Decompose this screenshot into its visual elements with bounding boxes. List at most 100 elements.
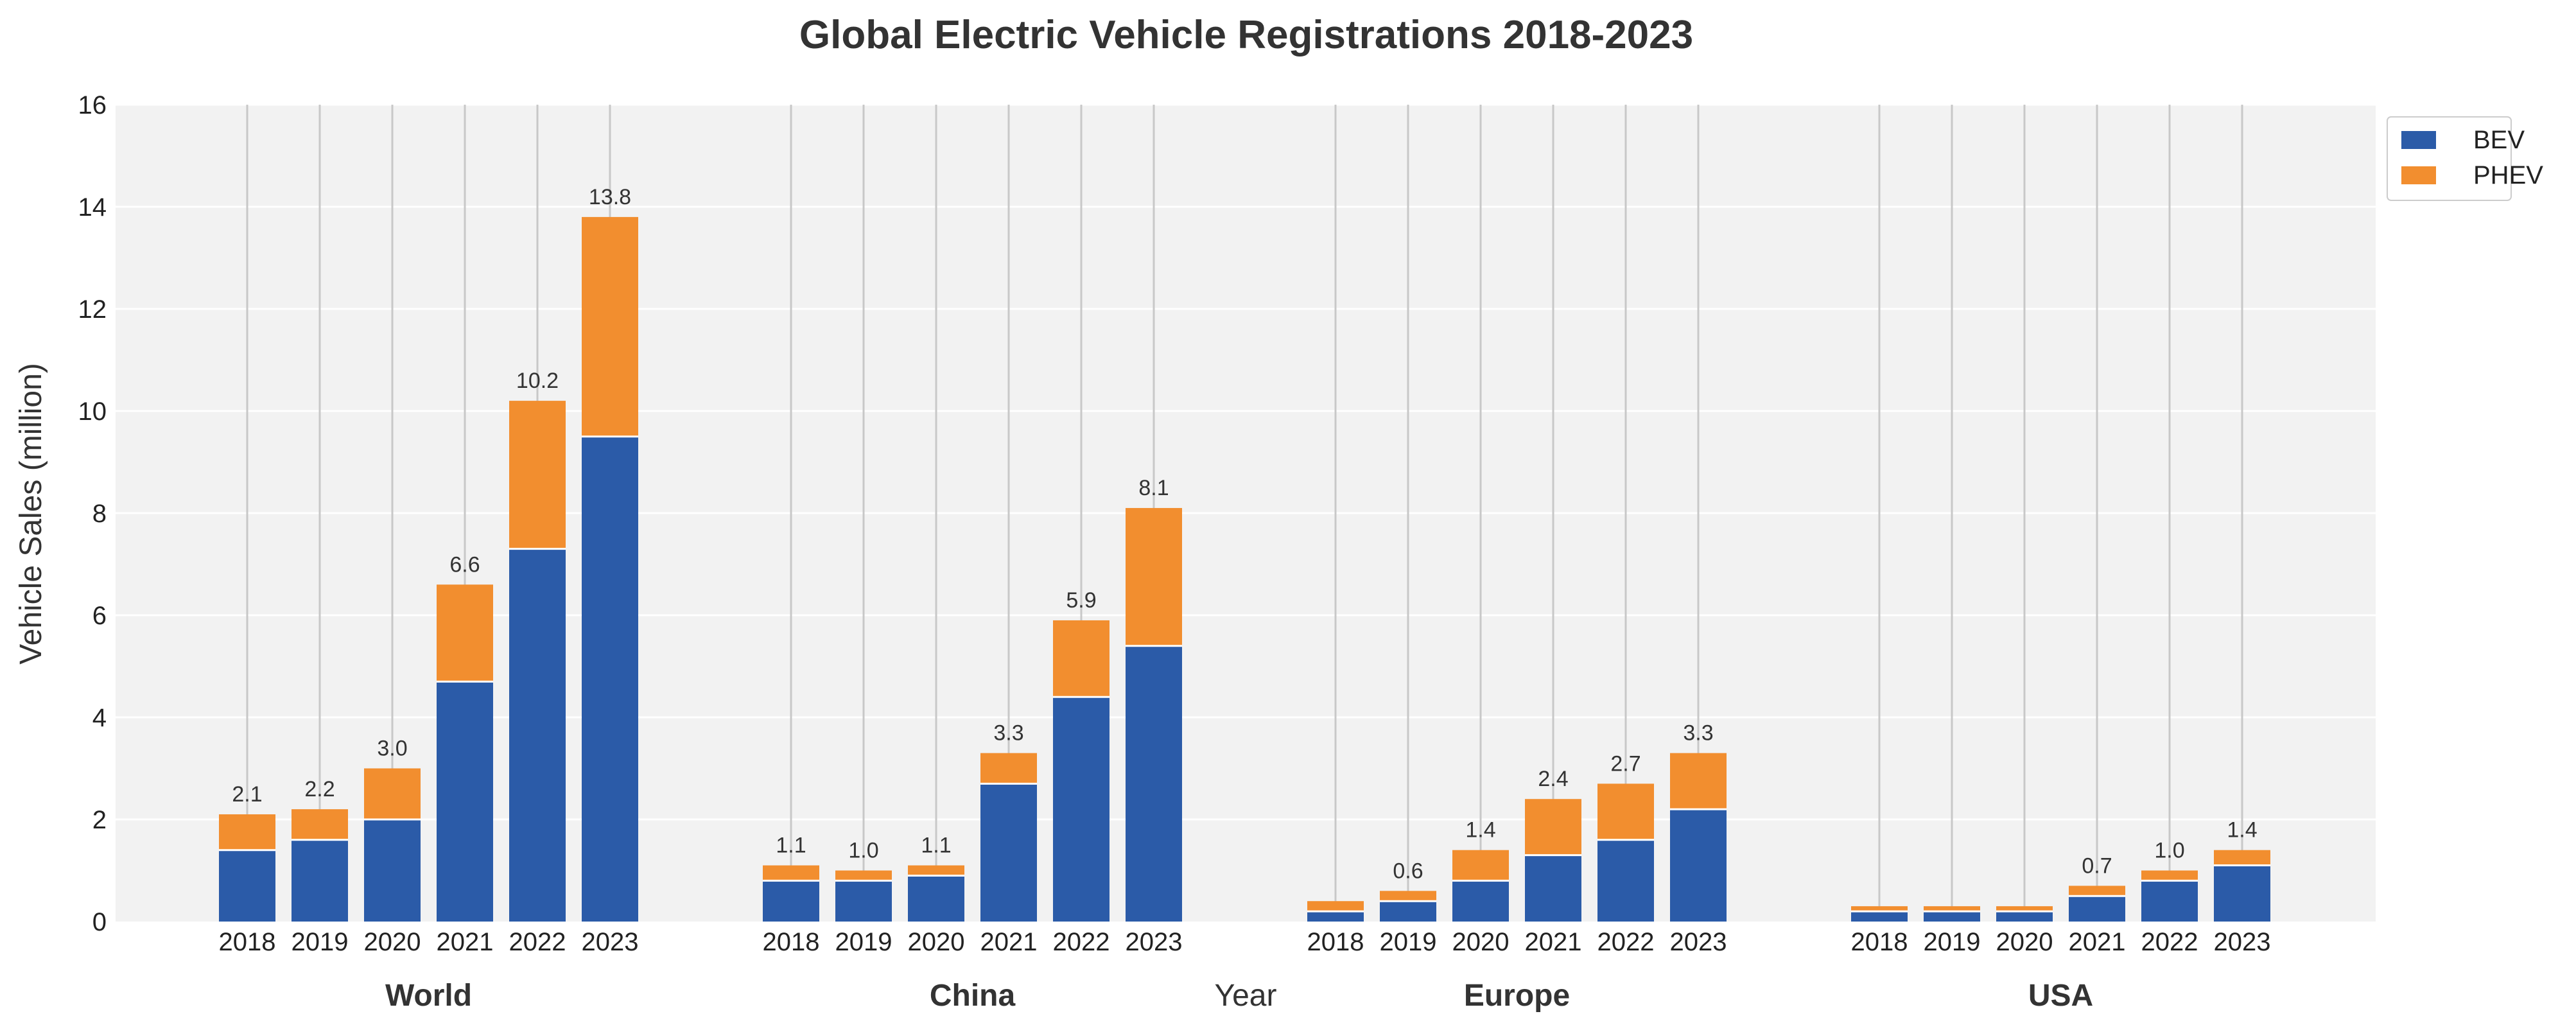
- legend: BEV PHEV: [2387, 116, 2543, 201]
- data-label: 1.0: [2154, 839, 2184, 863]
- bar-bev: [582, 436, 638, 922]
- x-tick-label: 2021: [437, 928, 494, 956]
- bar-phev: [1525, 799, 1581, 855]
- x-tick-label: 2020: [1452, 928, 1510, 956]
- data-label: 1.4: [2227, 818, 2257, 843]
- x-tick-label: 2023: [582, 928, 639, 956]
- bar-bev: [1452, 880, 1509, 922]
- bar-phev: [292, 809, 348, 840]
- legend-swatch-bev: [2401, 131, 2436, 149]
- bar-phev: [1053, 620, 1110, 697]
- bar-phev: [437, 584, 493, 682]
- data-label: 5.9: [1066, 588, 1096, 613]
- chart-title: Global Electric Vehicle Registrations 20…: [799, 13, 1693, 57]
- y-tick-label: 2: [92, 806, 107, 834]
- legend-label-bev: BEV: [2473, 126, 2525, 154]
- bar-phev: [1996, 906, 2053, 912]
- y-axis-label: Vehicle Sales (million): [14, 363, 48, 665]
- bar-bev: [1996, 911, 2053, 922]
- group-label: USA: [2028, 979, 2093, 1013]
- legend-swatch-phev: [2401, 166, 2436, 184]
- bar-bev: [1380, 901, 1436, 922]
- bar-bev: [2141, 880, 2198, 922]
- bar-phev: [763, 865, 819, 881]
- bar-phev: [980, 753, 1037, 784]
- y-tick-label: 16: [78, 91, 107, 119]
- x-tick-label: 2018: [219, 928, 276, 956]
- data-label: 13.8: [589, 185, 631, 209]
- y-tick-label: 8: [92, 500, 107, 528]
- x-axis-label: Year: [1215, 979, 1277, 1013]
- legend-label-phev: PHEV: [2473, 161, 2543, 189]
- data-label: 0.7: [2082, 853, 2112, 878]
- data-label: 3.3: [993, 721, 1023, 746]
- bar-phev: [364, 768, 421, 819]
- bar-phev: [1380, 891, 1436, 902]
- labels: 0 2 4 6 8 10 12 14 16 2.1 2018 2.2 2019 3.0 2020 6.6 202…: [78, 91, 2271, 1013]
- x-tick-label: 2023: [1126, 928, 1183, 956]
- bar-phev: [2141, 870, 2198, 881]
- bar-phev: [582, 216, 638, 437]
- bar-bev: [1525, 855, 1581, 922]
- x-tick-label: 2020: [1996, 928, 2053, 956]
- bar-phev: [835, 870, 892, 881]
- data-label: 0.6: [1393, 859, 1423, 883]
- x-tick-label: 2023: [1670, 928, 1727, 956]
- x-tick-label: 2022: [1053, 928, 1110, 956]
- bar-bev: [908, 875, 964, 922]
- data-label: 2.2: [304, 777, 335, 801]
- bar-bev: [1307, 911, 1364, 922]
- bar-bev: [509, 548, 566, 922]
- data-label: 10.2: [516, 369, 559, 393]
- bar-phev: [509, 401, 566, 549]
- data-label: 1.1: [921, 834, 951, 858]
- bar-phev: [219, 814, 275, 850]
- x-tick-label: 2019: [835, 928, 892, 956]
- data-label: 2.1: [232, 782, 262, 807]
- x-tick-label: 2018: [763, 928, 820, 956]
- bar-phev: [908, 865, 964, 876]
- bar-phev: [1851, 906, 1908, 912]
- x-tick-label: 2022: [509, 928, 566, 956]
- x-tick-label: 2019: [1924, 928, 1981, 956]
- data-label: 3.0: [377, 737, 407, 761]
- x-tick-label: 2019: [292, 928, 349, 956]
- x-tick-label: 2023: [2214, 928, 2271, 956]
- x-tick-label: 2020: [908, 928, 965, 956]
- bar-bev: [1053, 697, 1110, 922]
- bar-bev: [437, 681, 493, 922]
- data-label: 3.3: [1683, 721, 1713, 746]
- x-tick-label: 2021: [2069, 928, 2126, 956]
- bar-bev: [2214, 865, 2270, 922]
- bar-bev: [364, 819, 421, 922]
- bar-bev: [763, 880, 819, 922]
- y-tick-label: 0: [92, 908, 107, 936]
- bars: [219, 216, 2270, 922]
- x-tick-label: 2018: [1851, 928, 1908, 956]
- y-tick-label: 4: [92, 704, 107, 732]
- bar-bev: [1851, 911, 1908, 922]
- group-label: China: [930, 979, 1016, 1013]
- x-tick-label: 2022: [2141, 928, 2198, 956]
- bar-phev: [2069, 886, 2125, 896]
- data-label: 1.4: [1465, 818, 1495, 843]
- x-tick-label: 2019: [1380, 928, 1437, 956]
- bar-bev: [219, 850, 275, 922]
- y-tick-label: 10: [78, 398, 107, 426]
- data-label: 8.1: [1138, 476, 1169, 500]
- bar-bev: [835, 880, 892, 922]
- bar-phev: [1597, 783, 1654, 840]
- bar-bev: [292, 839, 348, 922]
- bar-bev: [1670, 809, 1727, 922]
- bar-phev: [1452, 850, 1509, 881]
- bar-bev: [1924, 911, 1980, 922]
- data-label: 2.4: [1538, 767, 1568, 791]
- bar-phev: [1126, 508, 1182, 646]
- data-label: 2.7: [1610, 751, 1640, 776]
- bar-bev: [1597, 839, 1654, 922]
- x-tick-label: 2020: [364, 928, 421, 956]
- data-label: 6.6: [449, 552, 480, 577]
- x-tick-label: 2018: [1307, 928, 1364, 956]
- group-label: World: [385, 979, 472, 1013]
